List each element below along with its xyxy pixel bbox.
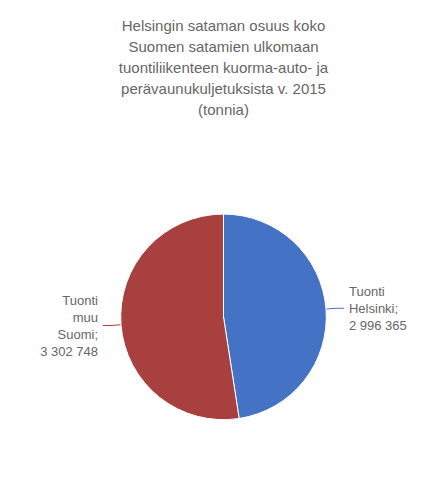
svg-text:Helsinki;: Helsinki; (349, 301, 398, 316)
svg-text:tuontiliikenteen kuorma-auto-: tuontiliikenteen kuorma-auto- ja (119, 59, 329, 76)
svg-text:3 302 748: 3 302 748 (40, 344, 98, 359)
svg-text:Suomen satamien ulkomaan: Suomen satamien ulkomaan (128, 38, 318, 55)
svg-text:Tuonti: Tuonti (62, 293, 98, 308)
svg-text:Helsingin sataman osuus koko: Helsingin sataman osuus koko (122, 17, 325, 34)
svg-text:2 996 365: 2 996 365 (349, 318, 407, 333)
svg-text:(tonnia): (tonnia) (198, 101, 249, 118)
svg-text:Tuonti: Tuonti (349, 284, 385, 299)
svg-text:perävaunukuljetuksista v. 2015: perävaunukuljetuksista v. 2015 (121, 80, 326, 97)
svg-text:Suomi;: Suomi; (58, 327, 98, 342)
svg-text:muu: muu (73, 310, 98, 325)
